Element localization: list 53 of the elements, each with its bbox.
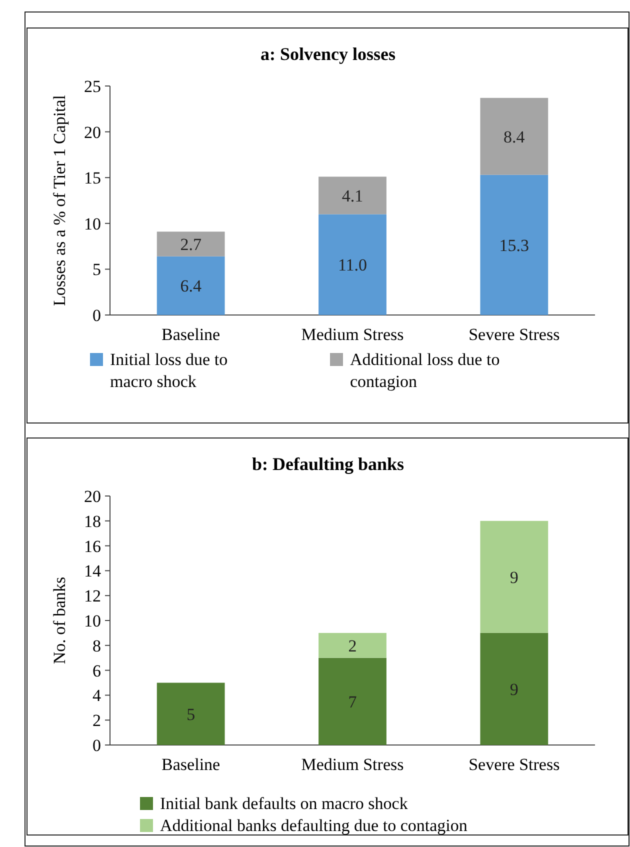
bar [318,176,386,214]
y-tick-label: 18 [84,512,101,531]
bar [156,682,225,745]
y-tick-label: 0 [92,306,101,325]
bar [156,256,225,315]
data-label: 6.4 [180,276,202,296]
y-tick-label: 14 [84,562,102,581]
y-tick-label: 2 [92,711,101,730]
y-tick-label: 10 [84,612,101,630]
chart-title: b: Defaulting banks [252,454,404,474]
legend-label: Initial bank defaults on macro shock [160,794,408,813]
x-tick-label: Medium Stress [301,755,404,774]
y-tick-label: 0 [92,736,101,755]
y-tick-label: 6 [92,661,101,680]
legend-label: Initial loss due to macro shock [110,350,228,391]
data-label: 5 [186,704,196,724]
bar [156,232,225,256]
chart-title: a: Solvency losses [260,44,396,64]
y-tick-label: 16 [84,536,101,556]
bar [318,632,386,658]
x-tick-label: Medium Stress [301,325,404,344]
y-axis-title: No. of banks [50,576,69,664]
legend-label: Additional loss due to contagion [350,350,500,391]
y-tick-label: 12 [84,586,101,606]
data-label: 8.4 [504,127,526,146]
y-tick-label: 25 [84,77,101,96]
bar [318,214,386,315]
data-label: 11.0 [338,256,368,275]
y-tick-label: 4 [92,686,102,706]
data-label: 4.1 [342,186,364,206]
y-tick-label: 20 [84,122,101,142]
x-tick-label: Severe Stress [468,325,560,344]
data-label: 7 [348,692,358,712]
legend-label: Additional banks defaulting due to contagion [160,816,468,835]
x-tick-label: Baseline [162,325,220,344]
y-tick-label: 5 [92,260,101,280]
data-label: 2.7 [180,235,202,254]
data-label: 9 [510,680,518,699]
x-tick-label: Baseline [162,755,220,774]
x-tick-label: Severe Stress [468,755,560,774]
y-tick-label: 15 [84,168,101,188]
data-label: 2 [348,636,357,656]
bar [480,98,548,175]
y-tick-label: 8 [92,636,101,656]
bar [480,520,548,633]
data-label: 9 [510,568,518,587]
bar [318,658,386,745]
y-tick-label: 10 [84,214,101,234]
y-axis-title: Losses as a % of Tier 1 Capital [50,94,69,306]
bar [480,174,548,315]
y-tick-label: 20 [84,487,101,506]
data-label: 15.3 [499,236,530,255]
bar [480,632,548,745]
